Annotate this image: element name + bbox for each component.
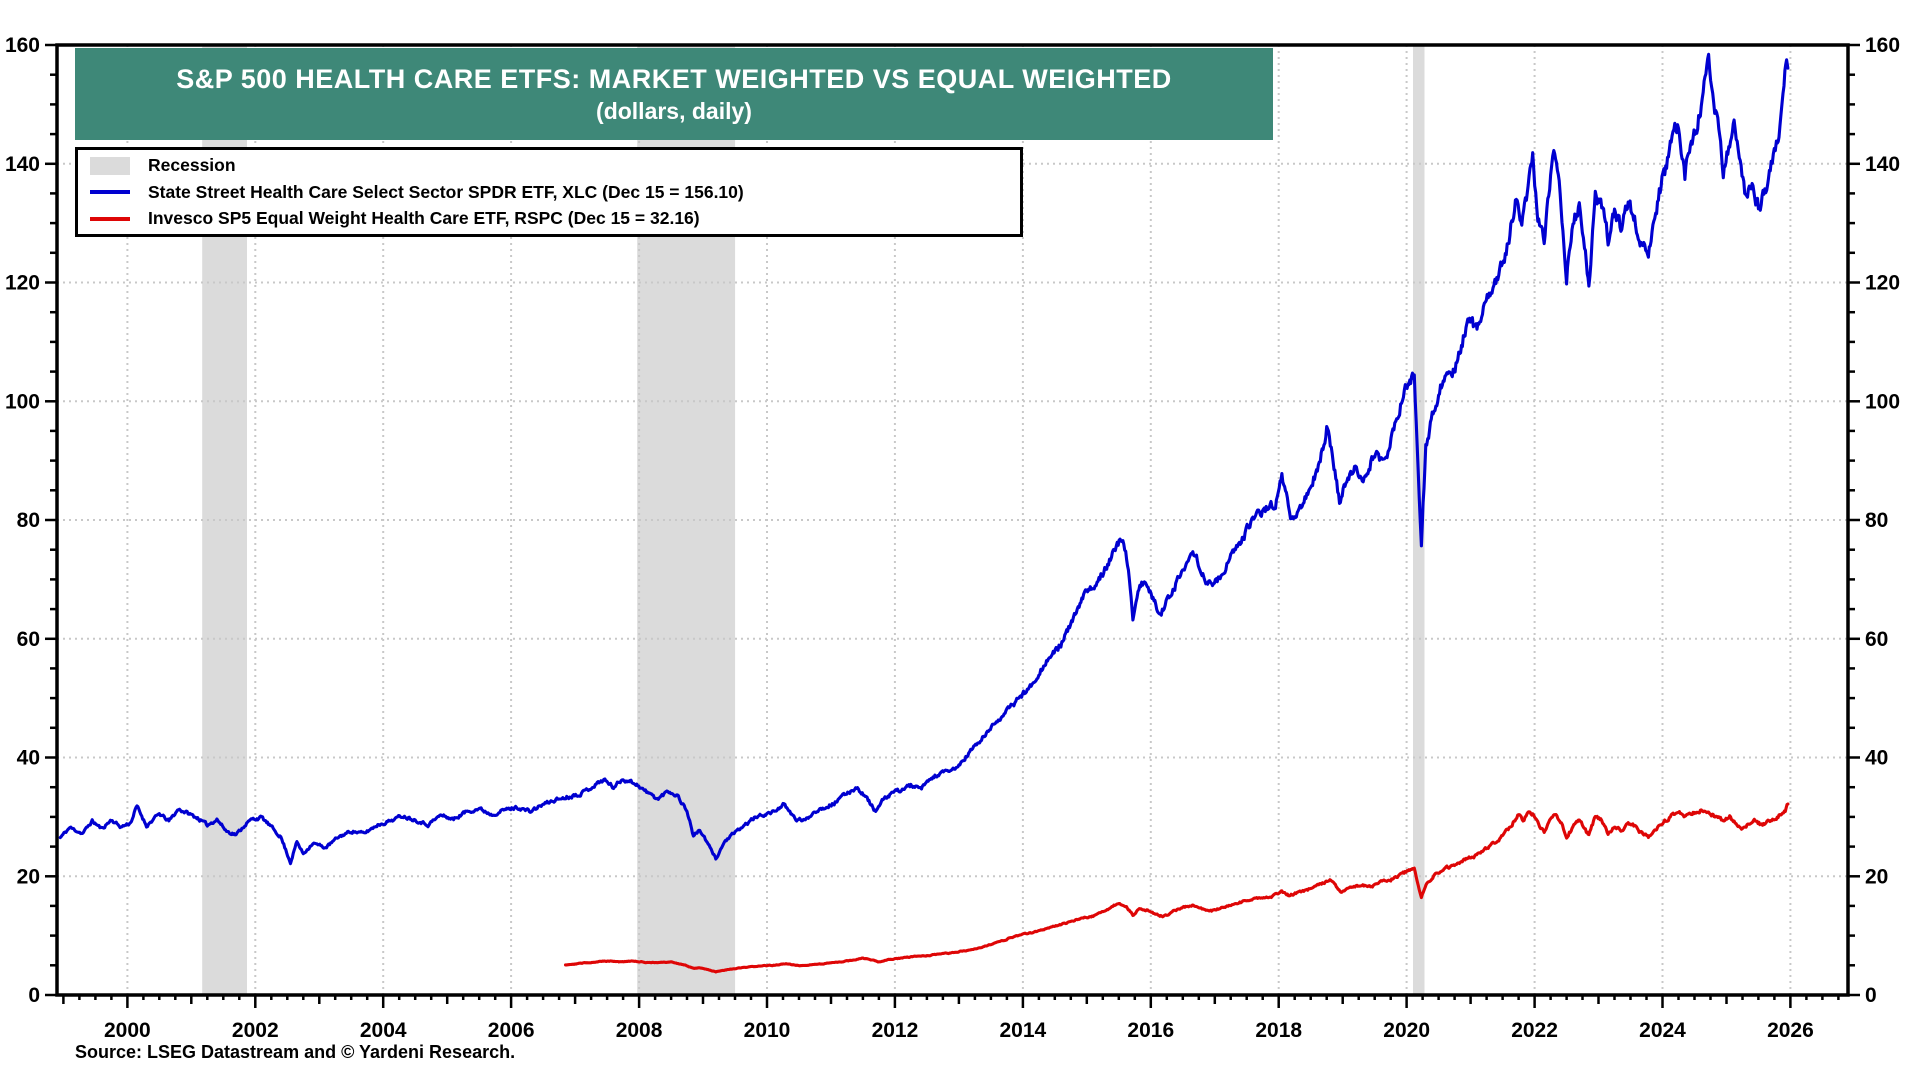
x-axis-label: 2008 [616,1019,663,1042]
series-line-rspc [563,802,1790,974]
xlc-line-swatch [90,190,130,194]
legend-label-xlc: State Street Health Care Select Sector S… [148,181,744,202]
y-axis-label-left: 120 [5,272,40,295]
legend-label-recession: Recession [148,155,236,175]
x-axis-label: 2004 [360,1019,407,1042]
x-axis-label: 2012 [872,1019,919,1042]
y-axis-label-left: 20 [17,865,40,888]
y-axis-label-left: 60 [17,628,40,651]
x-axis-label: 2022 [1511,1019,1558,1042]
y-axis-label-left: 100 [5,390,40,413]
y-axis-label-right: 20 [1865,865,1888,888]
y-axis-label-left: 40 [17,747,40,770]
recession-swatch [90,156,130,175]
x-axis-label: 2018 [1255,1019,1302,1042]
source-note: Source: LSEG Datastream and © Yardeni Re… [75,1042,516,1062]
y-axis-label-left: 160 [5,34,40,57]
x-axis-label: 2016 [1127,1019,1174,1042]
y-axis-label-right: 60 [1865,628,1888,651]
x-axis-label: 2024 [1639,1019,1686,1042]
y-axis-label-right: 120 [1865,272,1900,295]
y-axis-label-right: 100 [1865,390,1900,413]
rspc-line-swatch [90,216,130,221]
x-axis-label: 2020 [1383,1019,1430,1042]
y-axis-label-right: 0 [1865,984,1877,1007]
legend-item-rspc: Invesco SP5 Equal Weight Health Care ETF… [78,206,1020,232]
x-axis-label: 2002 [232,1019,279,1042]
y-axis-label-right: 160 [1865,34,1900,57]
chart-title-banner: S&P 500 HEALTH CARE ETFS: MARKET WEIGHTE… [75,48,1273,140]
x-axis-label: 2026 [1767,1019,1814,1042]
y-axis-label-right: 80 [1865,509,1888,532]
legend-item-xlc: State Street Health Care Select Sector S… [78,179,1020,205]
y-axis-label-right: 140 [1865,153,1900,176]
x-axis-label: 2000 [104,1019,151,1042]
legend-box: Recession State Street Health Care Selec… [75,147,1023,237]
y-axis-label-left: 140 [5,153,40,176]
x-axis-label: 2010 [744,1019,791,1042]
chart-title: S&P 500 HEALTH CARE ETFS: MARKET WEIGHTE… [176,63,1172,94]
legend-item-recession: Recession [78,153,1020,179]
legend-label-rspc: Invesco SP5 Equal Weight Health Care ETF… [148,208,700,228]
x-axis-label: 2014 [1000,1019,1047,1042]
y-axis-label-left: 0 [28,984,40,1007]
chart-subtitle: (dollars, daily) [596,97,752,124]
series-line-xlc [58,52,1790,866]
y-axis-label-right: 40 [1865,747,1888,770]
y-axis-label-left: 80 [17,509,40,532]
x-axis-label: 2006 [488,1019,535,1042]
